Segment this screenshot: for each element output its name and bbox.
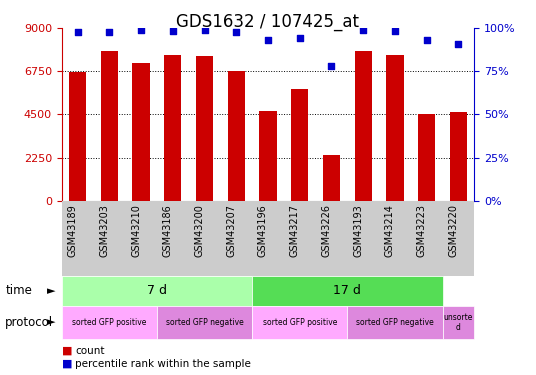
Point (454, 40, 463, 46)
Point (168, 28, 177, 34)
Text: ►: ► (47, 286, 55, 296)
Text: ■: ■ (62, 346, 72, 355)
Point (295, 36, 304, 42)
Text: protocol: protocol (5, 316, 54, 329)
Point (73, 28, 82, 34)
Text: 17 d: 17 d (333, 284, 361, 297)
Text: GSM43203: GSM43203 (99, 204, 109, 257)
Text: GSM43223: GSM43223 (416, 204, 427, 257)
Text: GSM43200: GSM43200 (195, 204, 205, 257)
Text: GSM43210: GSM43210 (131, 204, 141, 257)
Text: GSM43214: GSM43214 (385, 204, 395, 257)
Text: GSM43189: GSM43189 (68, 204, 78, 257)
Point (264, 37, 272, 43)
Text: sorted GFP positive: sorted GFP positive (263, 318, 337, 327)
Bar (386, 55, 404, 201)
Point (359, 27, 368, 33)
Text: GSM43220: GSM43220 (449, 204, 458, 257)
Bar (69, 72, 86, 201)
Bar (291, 90, 309, 201)
Text: GDS1632 / 107425_at: GDS1632 / 107425_at (176, 13, 360, 31)
Point (137, 27, 145, 33)
Bar (450, 112, 467, 201)
Text: time: time (5, 284, 32, 297)
Text: sorted GFP negative: sorted GFP negative (356, 318, 434, 327)
Bar (259, 111, 277, 201)
Text: ■: ■ (62, 359, 72, 369)
Text: 7 d: 7 d (147, 284, 167, 297)
Point (105, 28, 114, 34)
Point (232, 28, 241, 34)
Text: ►: ► (47, 318, 55, 327)
Bar (418, 114, 435, 201)
Text: percentile rank within the sample: percentile rank within the sample (75, 359, 251, 369)
Bar (354, 51, 372, 201)
Text: unsorte
d: unsorte d (444, 313, 473, 332)
Point (422, 37, 431, 43)
Point (327, 63, 336, 69)
Bar (323, 154, 340, 201)
Point (391, 28, 399, 34)
Text: sorted GFP positive: sorted GFP positive (72, 318, 146, 327)
Bar (164, 55, 182, 201)
Bar (132, 63, 150, 201)
Bar (101, 51, 118, 201)
Bar (196, 56, 213, 201)
Point (200, 27, 209, 33)
Text: count: count (75, 346, 105, 355)
Text: GSM43193: GSM43193 (353, 204, 363, 257)
Text: GSM43207: GSM43207 (226, 204, 236, 257)
Text: GSM43226: GSM43226 (322, 204, 331, 257)
Text: GSM43196: GSM43196 (258, 204, 268, 257)
Bar (227, 71, 245, 201)
Text: sorted GFP negative: sorted GFP negative (166, 318, 243, 327)
Text: GSM43217: GSM43217 (290, 204, 300, 257)
Text: GSM43186: GSM43186 (163, 204, 173, 257)
